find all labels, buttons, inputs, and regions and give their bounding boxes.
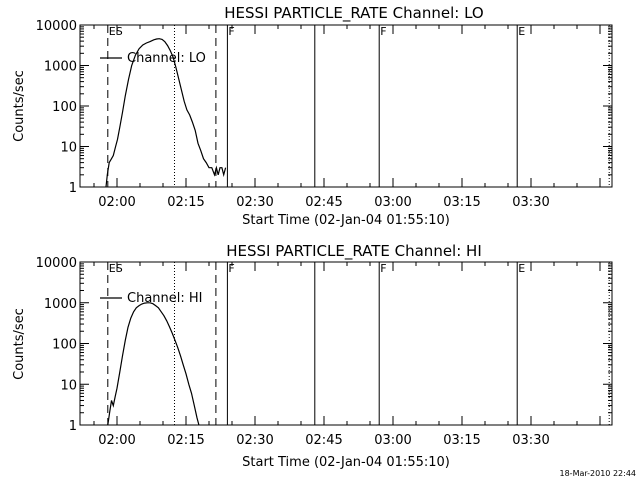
y-axis-label-lo: Counts/sec bbox=[12, 70, 27, 142]
y-tick-label-lo: 1 bbox=[69, 181, 77, 196]
event-marker-label-lo: F bbox=[228, 25, 234, 38]
chart-title-hi: HESSI PARTICLE_RATE Channel: HI bbox=[226, 242, 482, 261]
y-axis-label-hi: Counts/sec bbox=[12, 308, 27, 380]
y-tick-label-lo: 10000 bbox=[36, 19, 77, 34]
y-tick-label-lo: 10 bbox=[60, 141, 77, 156]
x-tick-label-lo: 03:30 bbox=[512, 195, 549, 210]
y-tick-label-hi: 1000 bbox=[44, 297, 77, 312]
x-tick-label-lo: 02:00 bbox=[98, 195, 135, 210]
x-tick-label-hi: 02:45 bbox=[305, 433, 342, 448]
timestamp: 18-Mar-2010 22:44 bbox=[560, 469, 637, 478]
event-marker-label-lo: F bbox=[380, 25, 386, 38]
y-tick-label-lo: 100 bbox=[52, 100, 77, 115]
x-tick-label-lo: 02:15 bbox=[167, 195, 204, 210]
event-marker-label-lo: ES bbox=[109, 25, 123, 38]
chart-title-lo: HESSI PARTICLE_RATE Channel: LO bbox=[224, 4, 483, 23]
x-axis-label-lo: Start Time (02-Jan-04 01:55:10) bbox=[242, 213, 450, 228]
series-line-lo bbox=[105, 38, 227, 188]
legend-label-lo: Channel: LO bbox=[127, 51, 206, 66]
event-marker-label-hi: F bbox=[228, 262, 234, 275]
legend-label-hi: Channel: HI bbox=[127, 291, 203, 306]
lo-channel-panel: HESSI PARTICLE_RATE Channel: LO Counts/s… bbox=[12, 4, 613, 228]
x-tick-label-hi: 03:15 bbox=[443, 433, 480, 448]
series-line-hi bbox=[107, 302, 200, 426]
x-tick-label-lo: 03:15 bbox=[443, 195, 480, 210]
x-tick-label-hi: 02:00 bbox=[98, 433, 135, 448]
x-axis-label-hi: Start Time (02-Jan-04 01:55:10) bbox=[242, 455, 450, 470]
y-tick-label-hi: 100 bbox=[52, 338, 77, 353]
y-tick-label-hi: 1 bbox=[69, 419, 77, 434]
event-marker-label-hi: F bbox=[380, 262, 386, 275]
x-tick-label-hi: 03:00 bbox=[374, 433, 411, 448]
y-tick-label-lo: 1000 bbox=[44, 60, 77, 75]
event-marker-label-hi: ES bbox=[109, 262, 123, 275]
hi-channel-panel: HESSI PARTICLE_RATE Channel: HI Counts/s… bbox=[12, 242, 613, 470]
event-marker-label-hi: E bbox=[518, 262, 525, 275]
x-tick-label-lo: 02:45 bbox=[305, 195, 342, 210]
x-tick-label-lo: 02:30 bbox=[236, 195, 273, 210]
plot-frame-overlay-hi bbox=[79, 261, 613, 426]
y-tick-label-hi: 10000 bbox=[36, 256, 77, 271]
y-tick-label-hi: 10 bbox=[60, 378, 77, 393]
x-tick-label-lo: 03:00 bbox=[374, 195, 411, 210]
x-tick-label-hi: 02:15 bbox=[167, 433, 204, 448]
x-tick-label-hi: 02:30 bbox=[236, 433, 273, 448]
x-tick-label-hi: 03:30 bbox=[512, 433, 549, 448]
event-marker-label-lo: E bbox=[518, 25, 525, 38]
plot-frame-overlay-lo bbox=[79, 24, 613, 188]
